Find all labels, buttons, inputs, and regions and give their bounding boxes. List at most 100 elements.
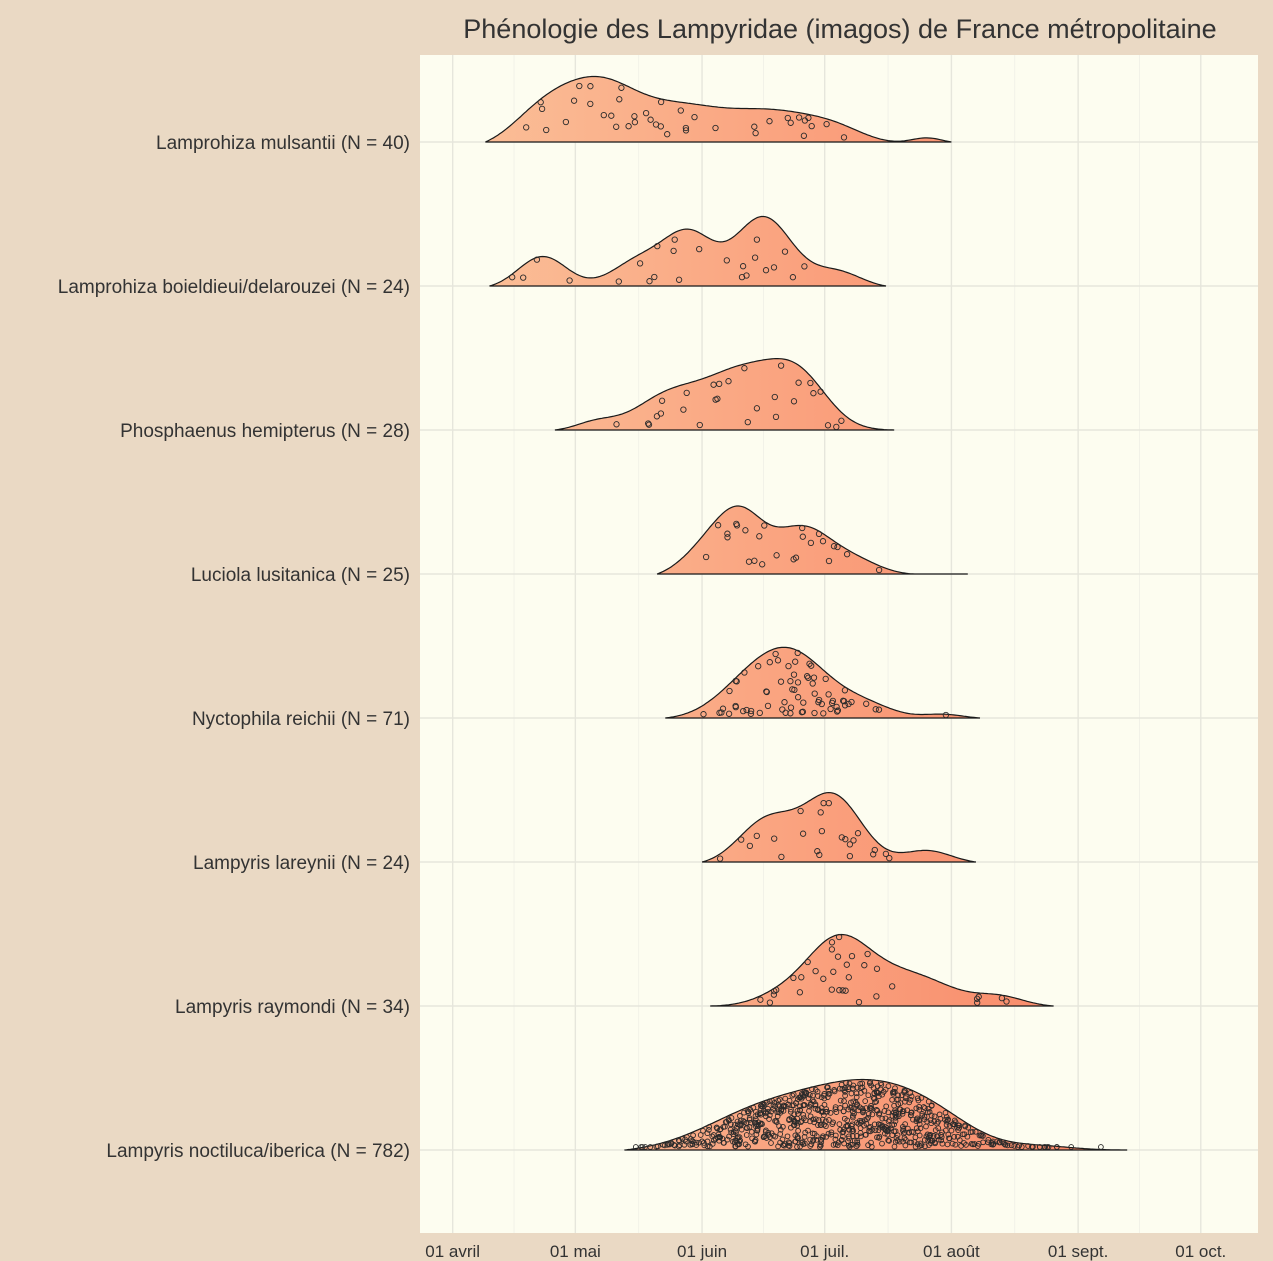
data-point [845, 1086, 852, 1092]
data-point [639, 1144, 646, 1150]
data-point [817, 1122, 824, 1128]
data-point [773, 1119, 780, 1125]
data-point [704, 1143, 711, 1150]
data-point [777, 1131, 784, 1137]
data-point [790, 1091, 797, 1098]
data-point [730, 1129, 737, 1135]
data-point [969, 1128, 976, 1135]
x-tick-label: 01 juin [677, 1242, 727, 1261]
data-point [731, 1122, 738, 1128]
data-point [913, 1105, 920, 1112]
data-point [849, 1141, 856, 1148]
data-point [869, 1127, 875, 1133]
data-point [752, 1137, 759, 1143]
data-point [961, 1140, 967, 1146]
data-point [945, 1131, 952, 1138]
x-tick-label: 01 oct. [1175, 1242, 1226, 1261]
data-point [691, 113, 698, 121]
data-point [776, 1096, 783, 1103]
data-point [871, 1095, 878, 1102]
data-point [1030, 1144, 1036, 1150]
data-point [747, 1106, 754, 1113]
data-point [916, 1117, 922, 1124]
data-point [717, 1126, 724, 1132]
ridge-series [554, 358, 895, 431]
data-point [739, 263, 747, 270]
data-point [943, 1121, 950, 1128]
data-point [803, 673, 811, 680]
data-point [850, 1112, 856, 1119]
x-tick-label: 01 mai [550, 1242, 601, 1261]
data-point [726, 1117, 732, 1124]
data-point [799, 708, 807, 715]
data-point [792, 658, 799, 665]
data-point [786, 1116, 793, 1122]
data-point [889, 983, 896, 990]
data-point [859, 1108, 866, 1115]
data-point [942, 1116, 948, 1123]
data-point [830, 1119, 836, 1126]
data-point [825, 799, 832, 807]
data-point [794, 1144, 800, 1150]
data-point [853, 1094, 860, 1100]
data-point [818, 1136, 824, 1143]
data-point [908, 1109, 915, 1116]
data-point [842, 1102, 848, 1109]
data-point [834, 953, 842, 960]
data-point [807, 379, 814, 387]
data-point [745, 558, 753, 565]
data-point [538, 105, 546, 113]
data-point [851, 1137, 858, 1144]
data-point [725, 378, 732, 385]
data-point [924, 1109, 931, 1116]
ridge-density [701, 791, 976, 863]
data-point [608, 112, 615, 119]
data-point [753, 1131, 760, 1138]
data-point [509, 274, 516, 281]
data-point [834, 1142, 841, 1149]
data-point [815, 1093, 821, 1099]
data-point [751, 123, 758, 130]
data-point [797, 1103, 803, 1110]
data-point [647, 116, 654, 123]
data-point [748, 1129, 755, 1135]
data-point [807, 1102, 814, 1108]
data-point [712, 124, 719, 132]
data-point [913, 1125, 920, 1132]
data-point [959, 1131, 966, 1138]
data-point [838, 417, 845, 424]
data-point [830, 1142, 837, 1148]
data-point [805, 674, 812, 681]
series-label: Lampyris noctiluca/iberica (N = 782) [106, 1141, 410, 1162]
data-point [857, 1130, 864, 1136]
data-point [566, 277, 573, 284]
ridge-series [624, 1078, 1128, 1151]
data-point [863, 700, 870, 707]
data-point [785, 1101, 791, 1108]
data-point [952, 1141, 959, 1148]
data-point [777, 678, 785, 685]
data-point [1054, 1144, 1060, 1150]
data-point [968, 1140, 975, 1147]
data-point [821, 1095, 828, 1102]
data-point [625, 123, 632, 130]
data-point [757, 1111, 764, 1118]
data-point [942, 711, 950, 719]
data-point [925, 1098, 932, 1105]
data-point [819, 1116, 826, 1123]
data-point [784, 1133, 791, 1140]
data-point [949, 1140, 956, 1147]
data-point [787, 119, 794, 126]
data-point [570, 97, 578, 104]
ridge-series [701, 791, 976, 863]
data-point [825, 557, 833, 565]
data-point [775, 1097, 782, 1104]
data-point [790, 1116, 797, 1122]
data-point [811, 709, 818, 717]
data-point [800, 132, 808, 139]
data-point [819, 1109, 826, 1115]
data-point [925, 1105, 932, 1112]
data-point [761, 522, 768, 529]
data-point [795, 1111, 801, 1117]
data-point [655, 1143, 661, 1150]
